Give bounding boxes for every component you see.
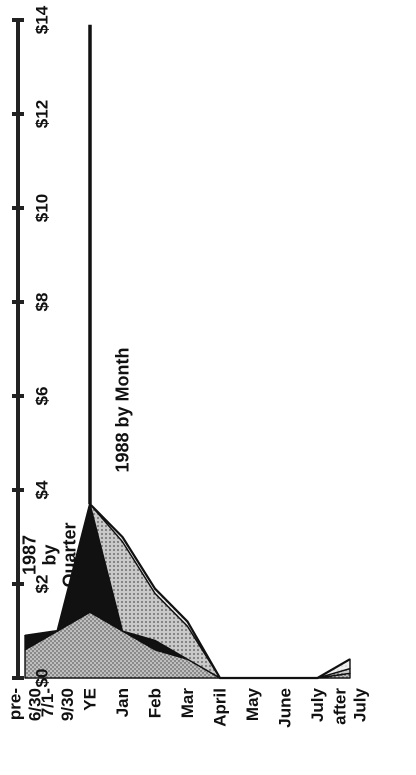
category-label-line: after [331, 688, 350, 725]
category-label: Jan [113, 688, 132, 717]
value-tick-label: $2 [33, 575, 52, 594]
category-label: July [308, 687, 327, 722]
annotation-line: by [40, 544, 60, 565]
category-label: Feb [146, 688, 165, 718]
category-label: June [276, 688, 295, 728]
category-label: April [211, 688, 230, 727]
category-label-line: Feb [146, 688, 165, 718]
category-label-line: Mar [178, 688, 197, 719]
total-outline [24, 501, 351, 680]
category-label-line: 7/1- [38, 688, 57, 717]
category-label: May [243, 687, 262, 721]
annotations: 1987 by Quarter 1988 by Month [20, 347, 133, 587]
value-tick-label: $0 [33, 669, 52, 688]
plot-area [24, 24, 351, 680]
annotation-1: 1987 by Quarter [20, 522, 80, 587]
annotation-line: 1988 by Month [113, 347, 133, 472]
category-label: after July [331, 687, 370, 724]
value-tick-label: $12 [33, 100, 52, 128]
category-axis: pre- 6/307/1- 9/30 YE Jan Feb Mar April May June J… [6, 687, 370, 727]
value-axis: $0 $2 $4 $6 $8 $10 $12 $14 [12, 5, 52, 687]
category-label-line: 9/30 [58, 688, 77, 721]
value-tick-label: $14 [33, 5, 52, 34]
category-label-line: April [211, 688, 230, 727]
annotation-line: 1987 [20, 535, 40, 575]
annotation-2: 1988 by Month [113, 347, 133, 472]
value-tick-label: $10 [33, 194, 52, 222]
category-label-line: 6/30 [26, 688, 45, 721]
category-label-line: YE [81, 688, 100, 711]
category-label: YE [81, 688, 100, 711]
annotation-line: Quarter [60, 522, 80, 587]
value-tick-label: $4 [33, 480, 52, 499]
category-label-line: June [276, 688, 295, 728]
category-label-line: July [351, 687, 370, 722]
category-label-line: pre- [6, 688, 25, 720]
value-tick-label: $6 [33, 387, 52, 406]
value-tick-label: $8 [33, 293, 52, 312]
category-label: 7/1- 9/30 [38, 688, 77, 721]
category-label-line: Jan [113, 688, 132, 717]
category-label: Mar [178, 688, 197, 719]
category-label-line: May [243, 687, 262, 721]
category-label-line: July [308, 687, 327, 722]
category-label: pre- 6/30 [6, 688, 45, 721]
